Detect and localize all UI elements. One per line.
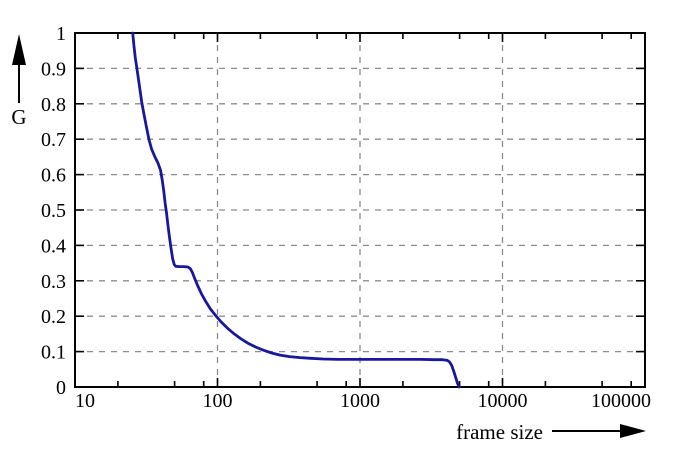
plot-area: 10 100 1000 10000 100000 1 0.9 0.8 0.7 0.6 0.5 0.4 0… [41,23,651,412]
y-tick-label: 0.5 [41,200,66,222]
y-tick-label: 0.9 [41,58,66,80]
y-axis-arrow-icon [12,34,26,103]
x-tick-label: 100000 [591,390,651,412]
x-tick-label: 100 [203,390,233,412]
y-tick-label: 0.2 [41,306,66,328]
x-tick-label: 1000 [340,390,380,412]
x-axis-title: frame size [456,420,543,444]
y-tick-label: 0.3 [41,271,66,293]
x-axis-arrow-icon [552,424,646,438]
data-series-line [131,31,461,389]
y-tick-label: 0.4 [41,235,66,257]
y-axis-title: G [11,105,26,129]
y-tick-label: 0.7 [41,129,66,151]
x-tick-label: 10 [75,390,95,412]
y-tick-label: 1 [56,23,66,45]
x-tick-label: 10000 [478,390,528,412]
y-tick-label: 0.1 [41,342,66,364]
y-tick-label: 0 [56,377,66,399]
y-tick-label: 0.6 [41,165,66,187]
y-tick-label: 0.8 [41,94,66,116]
